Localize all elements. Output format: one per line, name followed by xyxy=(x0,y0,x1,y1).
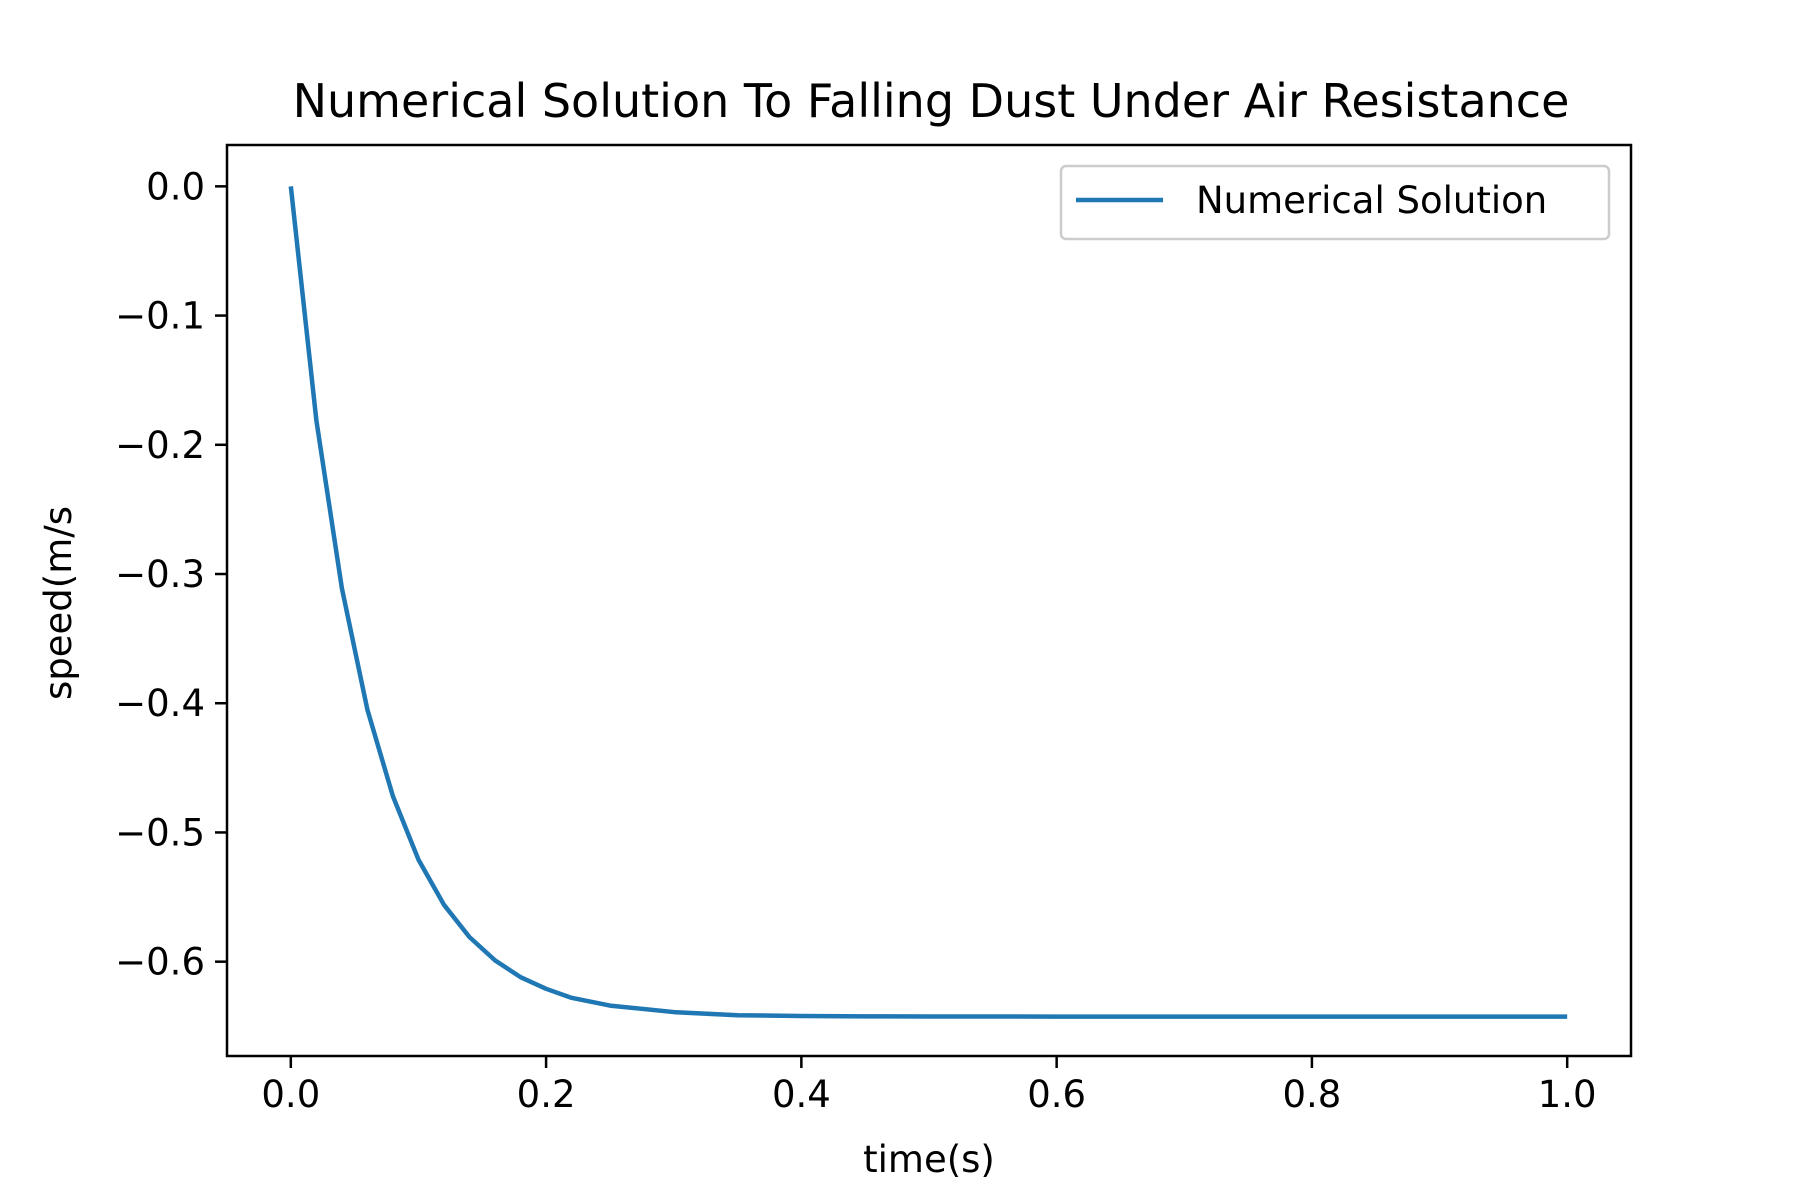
axis-ticks: 0.0 0.2 0.4 0.6 0.8 1.0 0.0 −0.1 −0.2 −0.3 −0.4 −0.… xyxy=(115,165,1596,1116)
x-axis-label: time(s) xyxy=(863,1138,995,1181)
y-tick-label: −0.2 xyxy=(115,424,205,467)
y-tick-label: −0.5 xyxy=(115,811,205,854)
plot-area xyxy=(288,186,1568,1019)
legend-label-numerical-solution: Numerical Solution xyxy=(1196,179,1547,222)
x-tick-label: 1.0 xyxy=(1538,1073,1597,1116)
series-line-0 xyxy=(288,186,1568,1019)
axes-frame xyxy=(225,143,1633,1058)
legend: Numerical Solution xyxy=(1059,164,1611,241)
legend-box xyxy=(1059,164,1611,241)
y-tick-label: −0.6 xyxy=(115,941,205,984)
x-tick-label: 0.2 xyxy=(517,1073,576,1116)
y-tick-label: −0.4 xyxy=(115,682,205,725)
y-tick-label: 0.0 xyxy=(146,165,205,208)
x-tick-label: 0.4 xyxy=(772,1073,831,1116)
y-tick-label: −0.3 xyxy=(115,553,205,596)
x-tick-label: 0.6 xyxy=(1027,1073,1086,1116)
x-tick-label: 0.0 xyxy=(261,1073,320,1116)
y-tick-label: −0.1 xyxy=(115,295,205,338)
chart-title: Numerical Solution To Falling Dust Under… xyxy=(293,74,1570,128)
y-axis-label: speed(m/s xyxy=(37,506,80,700)
x-tick-label: 0.8 xyxy=(1282,1073,1341,1116)
